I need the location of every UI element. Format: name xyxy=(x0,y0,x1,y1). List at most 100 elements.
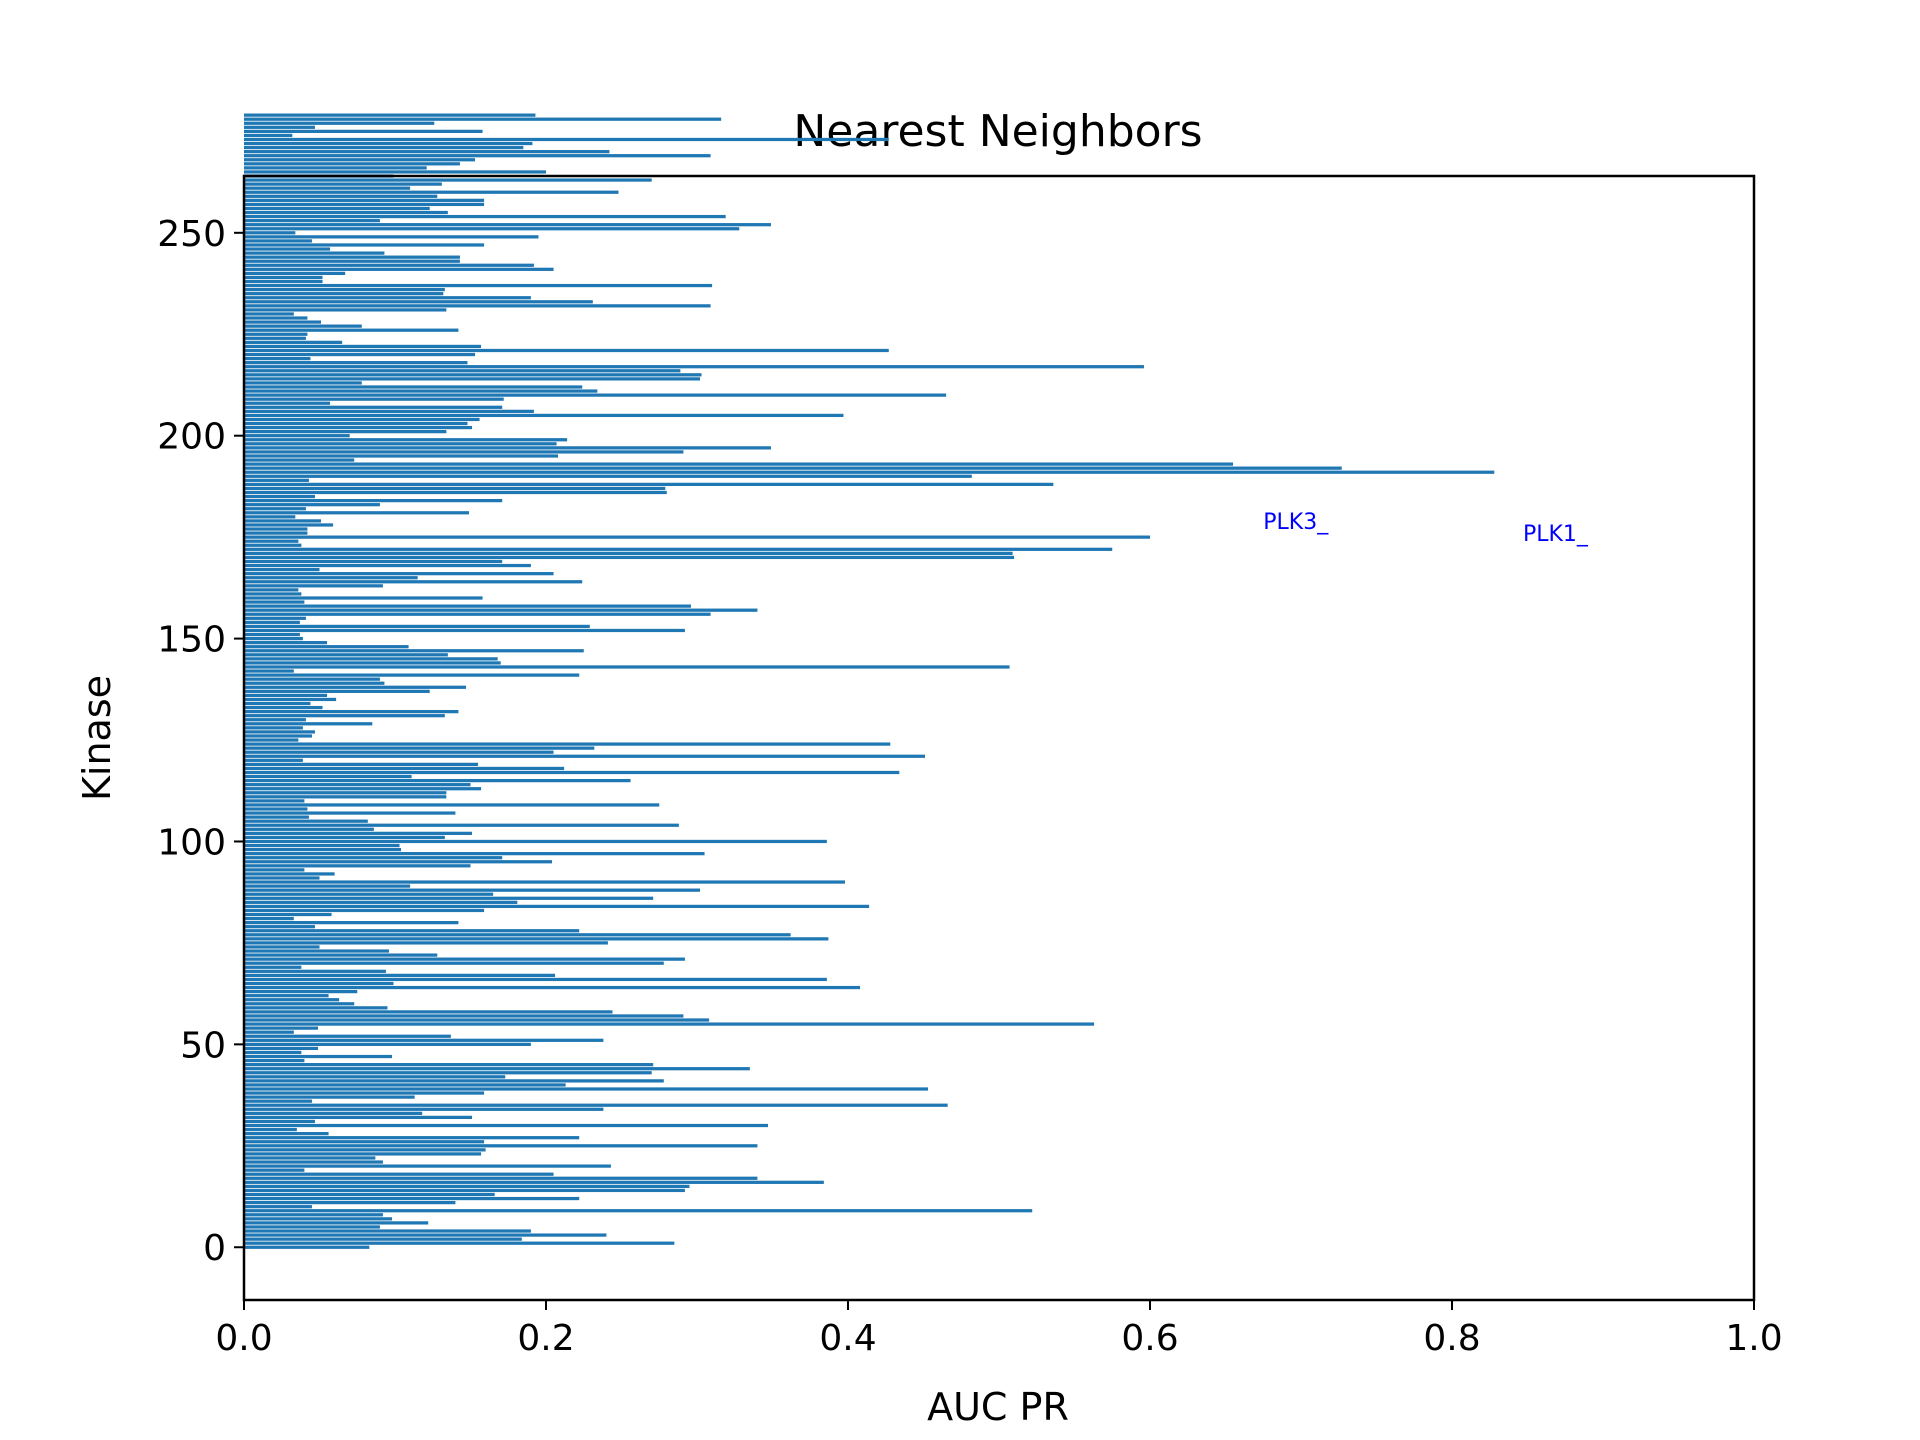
bar-annotation: PLK1_ xyxy=(1523,522,1589,547)
bar xyxy=(244,454,559,458)
bar xyxy=(244,945,320,949)
bar xyxy=(244,693,328,698)
bar xyxy=(244,1042,531,1046)
bar xyxy=(244,1152,482,1156)
bar xyxy=(244,766,565,771)
bar xyxy=(244,1192,495,1197)
bar xyxy=(244,726,303,730)
bar xyxy=(244,417,480,422)
bar xyxy=(244,636,303,641)
bar xyxy=(244,430,447,434)
bar xyxy=(244,1063,654,1067)
bar xyxy=(244,425,473,430)
bar xyxy=(244,194,438,198)
bar xyxy=(244,799,305,803)
bar xyxy=(244,665,1010,669)
bar xyxy=(244,1180,824,1184)
bar xyxy=(244,511,469,515)
bar xyxy=(244,787,482,791)
bar xyxy=(244,669,294,673)
bar xyxy=(244,336,306,340)
bar xyxy=(244,985,861,990)
bar xyxy=(244,393,947,397)
bar xyxy=(244,531,308,535)
bar xyxy=(244,645,409,649)
x-tick-label: 0.2 xyxy=(517,1318,574,1359)
bar xyxy=(244,949,389,953)
bar xyxy=(244,178,652,182)
bar xyxy=(244,588,299,592)
bar xyxy=(244,369,681,373)
bar xyxy=(244,1241,675,1245)
bar xyxy=(244,1160,383,1164)
bar xyxy=(244,385,583,389)
y-tick-label: 150 xyxy=(157,620,226,661)
bar xyxy=(244,584,383,588)
bar xyxy=(244,154,711,158)
bar xyxy=(244,247,331,251)
y-tick-label: 200 xyxy=(157,417,226,458)
bar xyxy=(244,519,322,523)
bar xyxy=(244,1030,294,1034)
bar xyxy=(244,572,554,576)
bar xyxy=(244,219,380,223)
chart-title: Nearest Neighbors xyxy=(793,106,1202,157)
bar xyxy=(244,563,531,568)
bar xyxy=(244,1127,297,1132)
bar xyxy=(244,133,293,138)
bar xyxy=(244,925,315,929)
y-axis-ticks: 0 50 100 150 200 250 xyxy=(157,214,244,1269)
x-tick-label: 0.4 xyxy=(819,1318,876,1359)
bar xyxy=(244,941,608,945)
bar xyxy=(244,1067,750,1071)
bar xyxy=(244,592,302,596)
bar xyxy=(244,551,1013,555)
bar xyxy=(244,170,546,174)
bar xyxy=(244,722,373,726)
bar xyxy=(244,275,323,280)
bar xyxy=(244,758,303,762)
bar xyxy=(244,1034,451,1038)
bar xyxy=(244,1091,485,1095)
bar xyxy=(244,340,343,344)
y-tick-label: 100 xyxy=(157,822,226,863)
bar xyxy=(244,852,705,856)
bar xyxy=(244,348,889,353)
bar xyxy=(244,884,411,888)
bar xyxy=(244,705,323,710)
bar xyxy=(244,279,323,284)
y-tick-label: 250 xyxy=(157,214,226,255)
bar xyxy=(244,332,308,336)
bar xyxy=(244,312,294,316)
bar xyxy=(244,880,845,884)
bar xyxy=(244,1071,652,1075)
bar xyxy=(244,734,312,738)
bar xyxy=(244,381,362,385)
x-tick-label: 0.6 xyxy=(1121,1318,1178,1359)
bar xyxy=(244,1205,312,1209)
bar xyxy=(244,1095,415,1099)
bar xyxy=(244,223,771,227)
bar xyxy=(244,523,334,527)
bar xyxy=(244,267,554,271)
bar xyxy=(244,1132,329,1136)
bar xyxy=(244,490,667,495)
bar xyxy=(244,714,445,718)
bar xyxy=(244,872,335,876)
bar xyxy=(244,235,539,239)
bar xyxy=(244,839,827,844)
bar xyxy=(244,259,460,263)
bar xyxy=(244,129,483,133)
bar xyxy=(244,547,1113,551)
bar xyxy=(244,434,350,438)
bar xyxy=(244,791,447,795)
bar xyxy=(244,994,329,998)
bar xyxy=(244,300,593,304)
bar xyxy=(244,1221,429,1225)
bar xyxy=(244,555,1015,560)
x-tick-label: 0.0 xyxy=(215,1318,272,1359)
bar xyxy=(244,344,482,349)
bar xyxy=(244,604,691,608)
bar xyxy=(244,835,445,840)
